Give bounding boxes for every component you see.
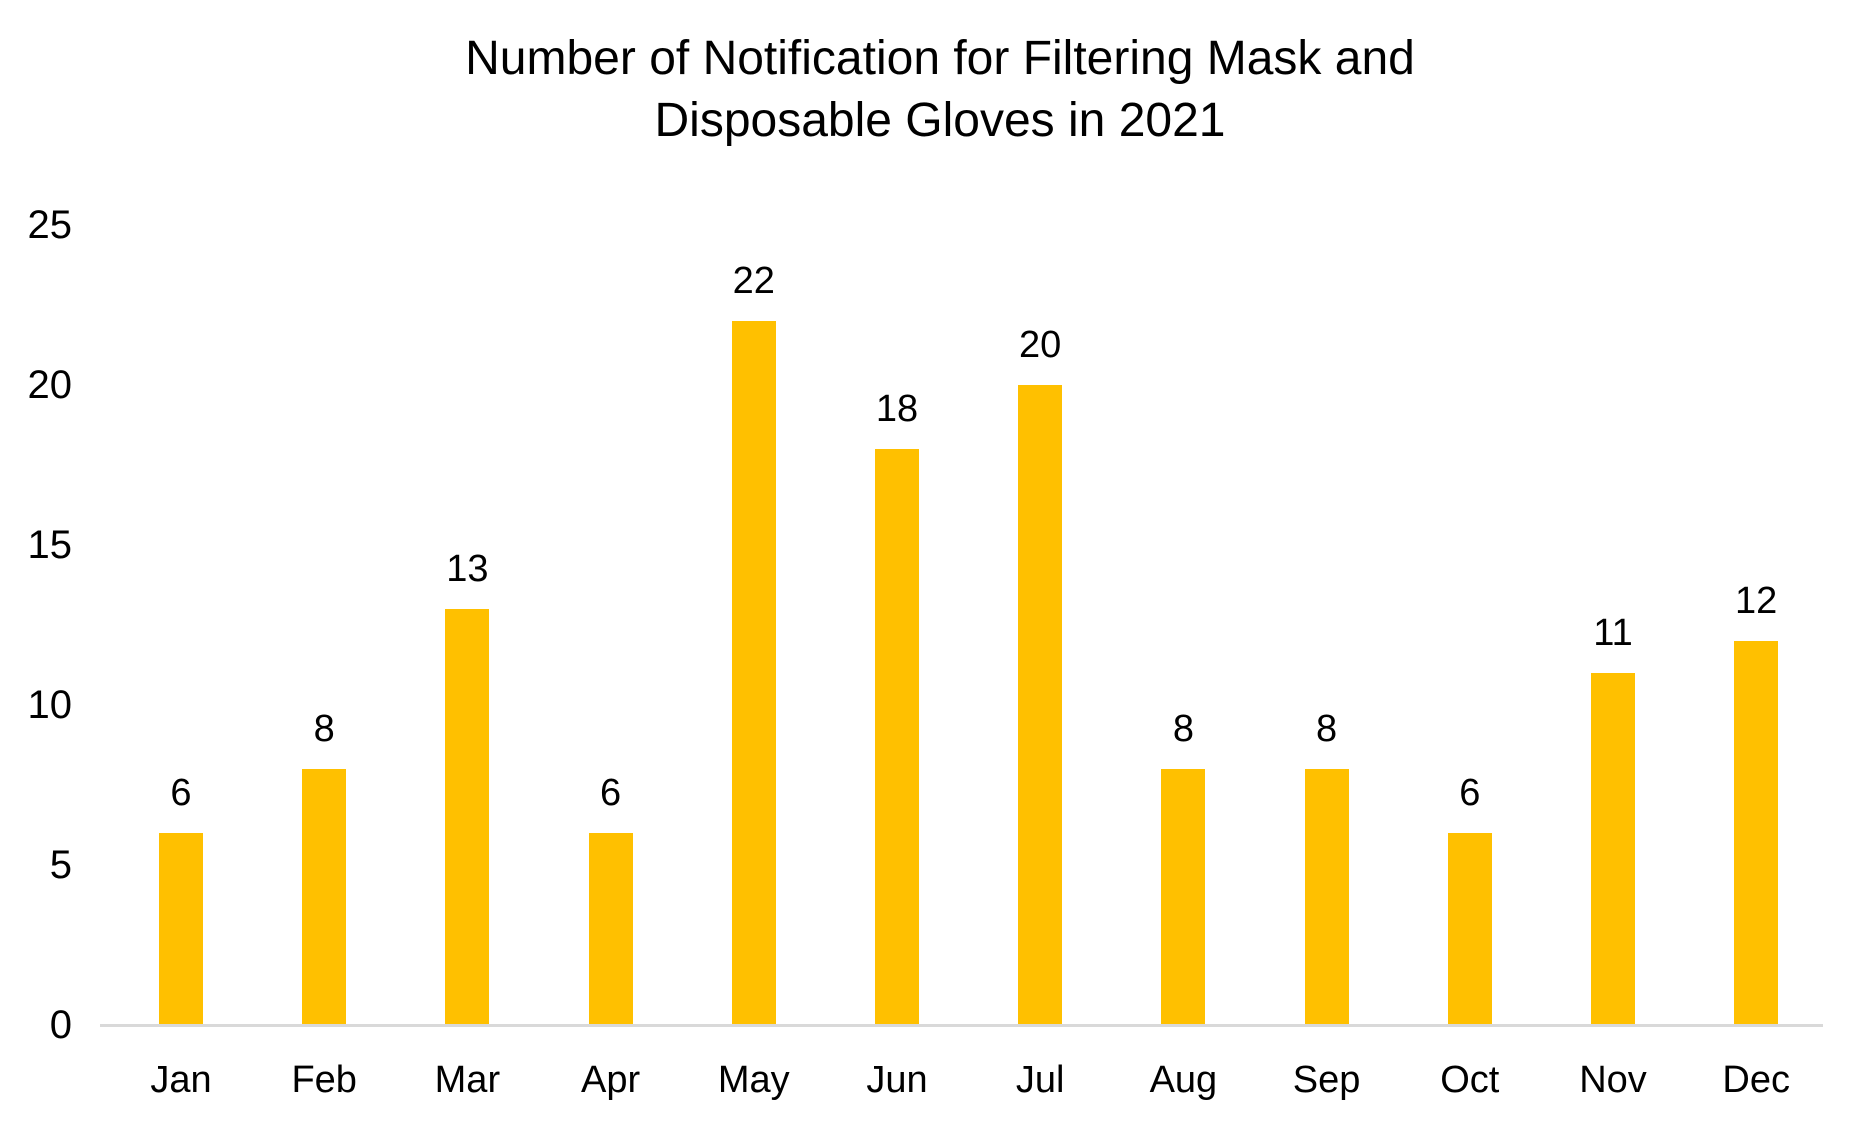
bar <box>1304 769 1349 1025</box>
bar-value-label: 8 <box>1172 708 1194 750</box>
bar-value-label: 18 <box>875 388 919 430</box>
x-axis-label: Mar <box>434 1059 501 1101</box>
bar <box>875 449 919 1025</box>
bar <box>1018 385 1063 1025</box>
x-axis-label: Jun <box>866 1059 928 1101</box>
y-axis-label: 25 <box>27 203 73 247</box>
x-axis-label: Apr <box>581 1059 641 1101</box>
y-axis-label: 10 <box>27 683 73 727</box>
bar-value-label: 8 <box>313 708 335 750</box>
bar <box>302 769 347 1025</box>
y-axis-label: 0 <box>49 1003 72 1047</box>
y-axis-label: 5 <box>49 843 72 887</box>
bar-value-label: 6 <box>170 772 192 814</box>
x-axis-label: Dec <box>1722 1059 1790 1101</box>
y-axis-label: 20 <box>27 363 73 407</box>
x-axis-label: Jan <box>150 1059 212 1101</box>
x-axis-label: May <box>717 1059 790 1101</box>
x-axis-label: Nov <box>1579 1059 1647 1101</box>
bar <box>445 609 490 1025</box>
bar-value-label: 22 <box>732 260 775 302</box>
bar-value-label: 12 <box>1735 580 1778 622</box>
bar-value-label: 13 <box>446 548 489 590</box>
x-axis-label: Sep <box>1292 1059 1361 1101</box>
chart-title: Number of Notification for Filtering Mas… <box>340 28 1540 152</box>
bar-value-label: 20 <box>1019 324 1062 366</box>
x-axis-label: Feb <box>291 1059 357 1101</box>
x-axis-label: Aug <box>1149 1059 1218 1101</box>
bar <box>731 321 776 1025</box>
x-axis-line <box>100 1024 1823 1027</box>
bar-value-label: 8 <box>1316 708 1338 750</box>
bar <box>1447 833 1492 1025</box>
y-axis-label: 15 <box>27 523 73 567</box>
bar <box>588 833 633 1025</box>
bar <box>1161 769 1206 1025</box>
x-axis-label: Oct <box>1440 1059 1500 1101</box>
chart-title-line-2: Disposable Gloves in 2021 <box>654 94 1226 147</box>
x-axis-label: Jul <box>1015 1059 1065 1101</box>
bar <box>1591 673 1635 1025</box>
chart-title-line-1: Number of Notification for Filtering Mas… <box>465 32 1415 85</box>
bar-value-label: 6 <box>600 772 622 814</box>
bar <box>1734 641 1779 1025</box>
bar-value-label: 6 <box>1459 772 1481 814</box>
bar-value-label: 11 <box>1593 612 1633 654</box>
bar <box>159 833 203 1025</box>
